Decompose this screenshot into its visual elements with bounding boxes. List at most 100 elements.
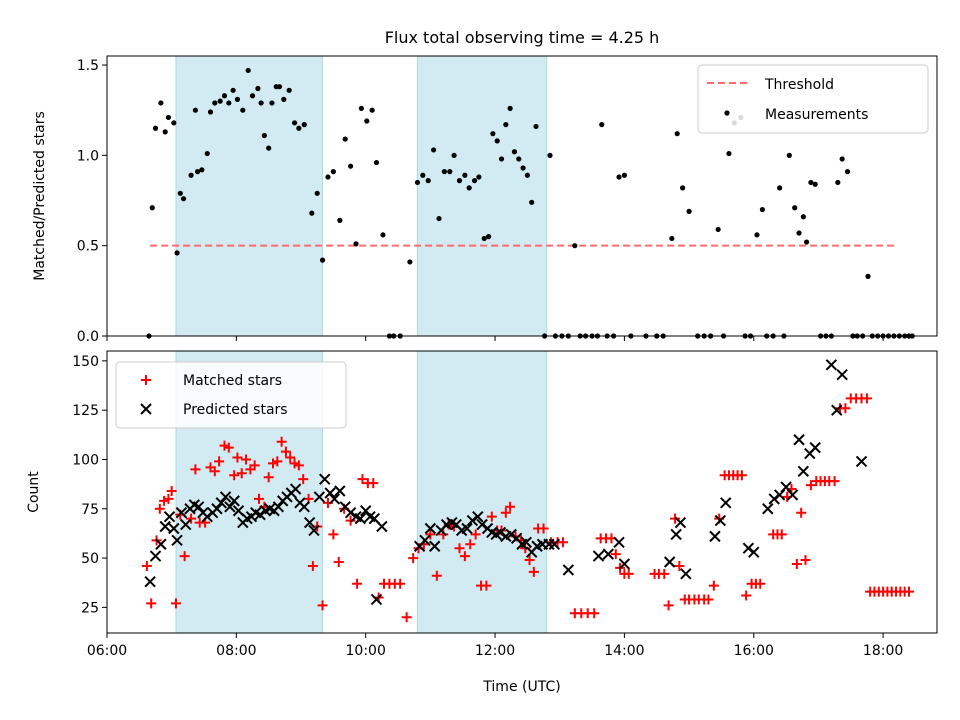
matched-point (186, 513, 197, 524)
predicted-point (175, 506, 188, 519)
matched-point (840, 403, 851, 414)
bottom-axes: 25 50 75 100 125 150 06:00 08:00 10:00 12:00 14:00… (72, 354, 903, 659)
matched-point (610, 549, 621, 560)
predicted-point (192, 501, 205, 513)
measurement-point (456, 178, 463, 184)
measurement-point (844, 169, 851, 175)
matched-point (241, 454, 252, 465)
measurement-point (171, 120, 177, 126)
predicted-point (144, 576, 156, 588)
predicted-point (670, 528, 682, 541)
measurement-point (839, 156, 845, 162)
bottom-panel: 25 50 75 100 125 150 06:00 08:00 10:00 12:00 14:00… (26, 350, 938, 695)
measurement-point (162, 129, 168, 135)
matched-point (500, 507, 511, 518)
measurement-point (481, 235, 487, 242)
measurement-point (177, 190, 183, 196)
predicted-point (155, 538, 167, 550)
measurement-point (547, 152, 553, 158)
matched-point (229, 470, 240, 481)
measurement-point (414, 179, 421, 186)
top-y-tick-label: 1.5 (77, 58, 99, 74)
predicted-point (211, 503, 223, 515)
matched-point (272, 456, 283, 467)
measurement-point (199, 167, 205, 173)
matched-point (465, 539, 476, 550)
matched-point (408, 553, 419, 564)
measurement-point (621, 172, 628, 178)
matched-point (589, 608, 600, 619)
predicted-point (328, 493, 341, 505)
measurement-point (715, 226, 721, 233)
legend-x-mark (140, 403, 152, 415)
predicted-point (289, 483, 302, 495)
measurement-point (240, 107, 246, 113)
bottom-y-tick-label: 150 (72, 354, 99, 370)
measurement-point (447, 169, 453, 175)
matched-point (459, 551, 470, 562)
predicted-point (831, 404, 843, 416)
measurement-point (812, 181, 818, 187)
predicted-point (773, 489, 786, 501)
matched-point (209, 466, 220, 477)
matched-point (431, 570, 442, 581)
matched-point (805, 480, 816, 491)
x-axis-label: Time (UTC) (482, 679, 560, 695)
measurement-point (490, 131, 496, 137)
matched-point (253, 493, 264, 504)
legend-predicted-swatch (140, 403, 152, 415)
measurement-point (420, 172, 426, 178)
predicted-point (548, 538, 561, 550)
predicted-point (780, 481, 792, 493)
matched-point (307, 560, 318, 571)
measurement-point (180, 196, 187, 202)
measurement-point (174, 250, 180, 256)
measurement-point (212, 100, 218, 106)
matched-point (861, 393, 872, 404)
measurement-point (516, 156, 522, 162)
measurement-point (301, 122, 307, 128)
measurement-point (507, 105, 513, 111)
matched-point (528, 566, 539, 577)
top-shaded-intervals (175, 55, 548, 337)
measurement-point (669, 235, 675, 242)
measurement-point (524, 172, 530, 178)
x-tick-label: 14:00 (604, 643, 644, 659)
bottom-y-tick-label: 75 (81, 502, 99, 518)
legend-measurements-swatch (724, 110, 730, 116)
matched-point (154, 503, 165, 514)
measurement-point (230, 87, 236, 93)
measurement-point (291, 120, 298, 126)
matched-point (401, 612, 412, 623)
measurement-point (726, 150, 732, 157)
measurement-point (466, 185, 472, 191)
figure-title: Flux total observing time = 4.25 h (385, 28, 660, 47)
matched-point (249, 460, 260, 471)
measurement-point (276, 84, 283, 90)
measurement-point (226, 100, 232, 106)
predicted-point (592, 550, 605, 562)
measurement-point (325, 174, 331, 180)
legend-matched-label: Matched stars (183, 373, 282, 389)
measurement-point (255, 85, 261, 92)
measurement-point (281, 96, 287, 102)
measurement-point (494, 138, 500, 144)
measurement-point (353, 241, 359, 247)
matched-point (236, 468, 247, 479)
predicted-star-points (144, 359, 868, 606)
predicted-point (228, 495, 240, 507)
shaded-interval (416, 55, 548, 337)
measurement-point (511, 149, 518, 155)
measurement-point (261, 132, 267, 139)
measurement-point (188, 172, 194, 178)
matched-point (293, 460, 304, 471)
x-tick-label: 16:00 (734, 643, 774, 659)
measurement-point (803, 239, 810, 245)
predicted-point (428, 540, 441, 552)
measurement-point (436, 215, 442, 222)
matched-point (470, 529, 481, 540)
measurement-point (269, 100, 275, 106)
matched-point (357, 474, 368, 485)
matched-point (179, 551, 190, 562)
